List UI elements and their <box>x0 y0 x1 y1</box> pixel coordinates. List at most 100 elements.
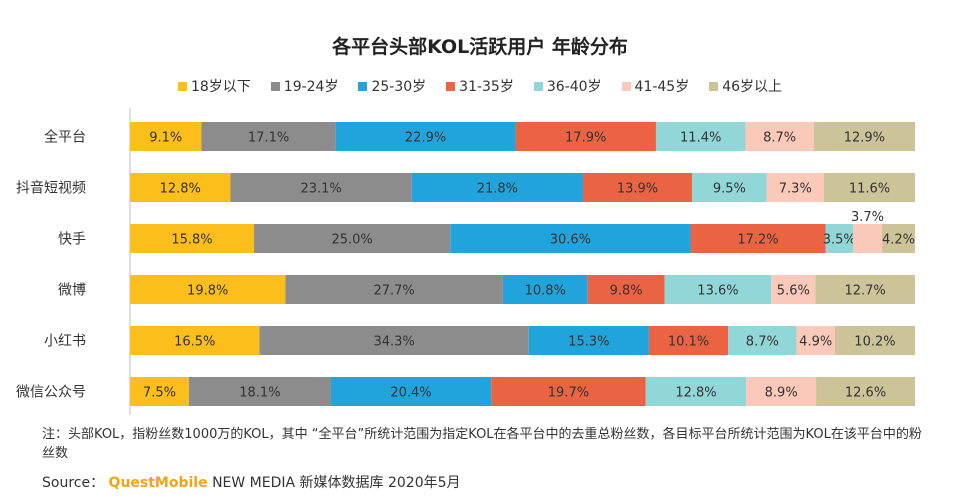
data-label: 12.8% <box>160 182 201 197</box>
data-label: 17.9% <box>565 131 606 146</box>
bar-segment <box>746 377 817 406</box>
data-label: 13.6% <box>697 284 738 299</box>
data-label: 11.4% <box>680 131 721 146</box>
legend-label: 19-24岁 <box>283 79 339 95</box>
data-label: 7.5% <box>143 386 176 401</box>
bar-segment <box>528 326 649 355</box>
legend-item-5: 41-45岁 <box>621 76 690 96</box>
legend-label: 36-40岁 <box>546 79 602 95</box>
data-label: 10.1% <box>668 335 709 350</box>
bar-segment <box>745 122 814 151</box>
bar-segment <box>582 173 693 202</box>
source-line: Source： QuestMobile NEW MEDIA 新媒体数据库 202… <box>42 472 461 492</box>
data-label: 17.1% <box>248 131 289 146</box>
bar-segment <box>130 326 260 355</box>
data-label: 8.9% <box>765 386 798 401</box>
data-label: 19.8% <box>187 284 228 299</box>
legend-label: 25-30岁 <box>371 79 427 95</box>
legend-label: 46岁以上 <box>722 79 783 95</box>
bar-segment <box>491 377 646 406</box>
legend-swatch <box>358 81 368 91</box>
source-text: NEW MEDIA 新媒体数据库 2020年5月 <box>212 475 461 491</box>
legend-item-1: 19-24岁 <box>270 76 339 96</box>
bar-segment <box>771 275 816 304</box>
bar-segment <box>815 275 915 304</box>
bar-segment <box>645 377 747 406</box>
bar-segment <box>450 224 691 253</box>
legend-item-2: 25-30岁 <box>358 76 426 96</box>
data-label: 4.9% <box>799 335 832 350</box>
stacked-bar-chart: 全平台 9.1% 17.1% 22.9% 17.9% 11.4% 8.7% 12.9% 抖音短视… <box>16 108 915 415</box>
bar-segment <box>285 275 503 304</box>
bar-segment <box>728 326 797 355</box>
legend-label: 18岁以下 <box>190 79 251 95</box>
legend-swatch <box>270 81 280 91</box>
legend-swatch <box>446 81 456 91</box>
chart-title: 各平台头部KOL活跃用户 年龄分布 <box>332 36 628 58</box>
bar-segment <box>766 173 824 202</box>
bar-segment <box>411 173 583 202</box>
bar-segment <box>130 377 189 406</box>
data-label: 21.8% <box>477 182 518 197</box>
bar-segment <box>130 173 231 202</box>
legend-item-0: 18岁以下 <box>177 76 251 96</box>
data-label: 12.9% <box>844 131 885 146</box>
legend-item-3: 31-35岁 <box>446 76 514 96</box>
category-label: 快手 <box>58 232 86 248</box>
legend-label: 31-35岁 <box>459 79 514 95</box>
bar-segment <box>130 122 202 151</box>
data-label: 23.1% <box>300 182 341 197</box>
bar-segment <box>692 173 767 202</box>
data-label: 11.6% <box>849 182 890 197</box>
data-label: 10.8% <box>525 284 566 299</box>
data-label: 9.5% <box>713 182 746 197</box>
legend-swatch <box>177 81 187 91</box>
data-label: 9.1% <box>149 131 182 146</box>
data-label: 10.2% <box>854 335 895 350</box>
bar-segment <box>201 122 336 151</box>
data-label: 13.9% <box>617 182 658 197</box>
source-label: Source： <box>42 475 105 491</box>
category-label: 小红书 <box>44 334 86 350</box>
data-label: 15.8% <box>171 233 212 248</box>
legend-swatch <box>621 81 631 91</box>
bar-segment <box>882 224 915 253</box>
data-label: 8.7% <box>763 131 796 146</box>
category-label: 抖音短视频 <box>16 180 86 197</box>
data-label: 7.3% <box>779 182 812 197</box>
bar-segment <box>335 122 516 151</box>
bar-segment <box>188 377 331 406</box>
bar-segment <box>254 224 451 253</box>
category-label: 微信公众号 <box>16 385 86 401</box>
legend-item-6: 46岁以上 <box>709 76 782 96</box>
data-label: 18.1% <box>239 386 280 401</box>
data-label: 27.7% <box>373 284 414 299</box>
bar-segment <box>796 326 835 355</box>
bar-segment <box>130 224 255 253</box>
bar-segment <box>515 122 656 151</box>
category-label: 全平台 <box>44 129 86 146</box>
data-label: 9.8% <box>610 284 643 299</box>
bar-segment <box>330 377 492 406</box>
data-label: 34.3% <box>373 335 414 350</box>
data-label: 12.6% <box>845 386 886 401</box>
data-label: 17.2% <box>737 233 778 248</box>
bar-segment <box>834 326 915 355</box>
data-label: 16.5% <box>174 335 215 350</box>
data-label: 3.7% <box>851 210 884 225</box>
footnote: 注：头部KOL，指粉丝数1000万的KOL，其中 “全平台”所统计范围为指定KO… <box>42 427 922 461</box>
data-label: 30.6% <box>550 233 591 248</box>
bar-segment <box>816 377 915 406</box>
source-brand: QuestMobile <box>108 475 208 491</box>
data-label: 12.7% <box>844 284 885 299</box>
data-label: 3.5% <box>823 233 856 248</box>
data-label: 5.6% <box>777 284 810 299</box>
data-label: 20.4% <box>390 386 431 401</box>
bar-segment <box>230 173 412 202</box>
category-label: 微博 <box>58 282 86 299</box>
bar-segment <box>813 122 915 151</box>
legend-label: 41-45岁 <box>634 79 690 95</box>
legend: 18岁以下 19-24岁 25-30岁 31-35岁 36-40岁 41-45岁 46岁以上 <box>0 76 960 96</box>
data-label: 12.8% <box>675 386 716 401</box>
bar-segment <box>852 224 883 253</box>
